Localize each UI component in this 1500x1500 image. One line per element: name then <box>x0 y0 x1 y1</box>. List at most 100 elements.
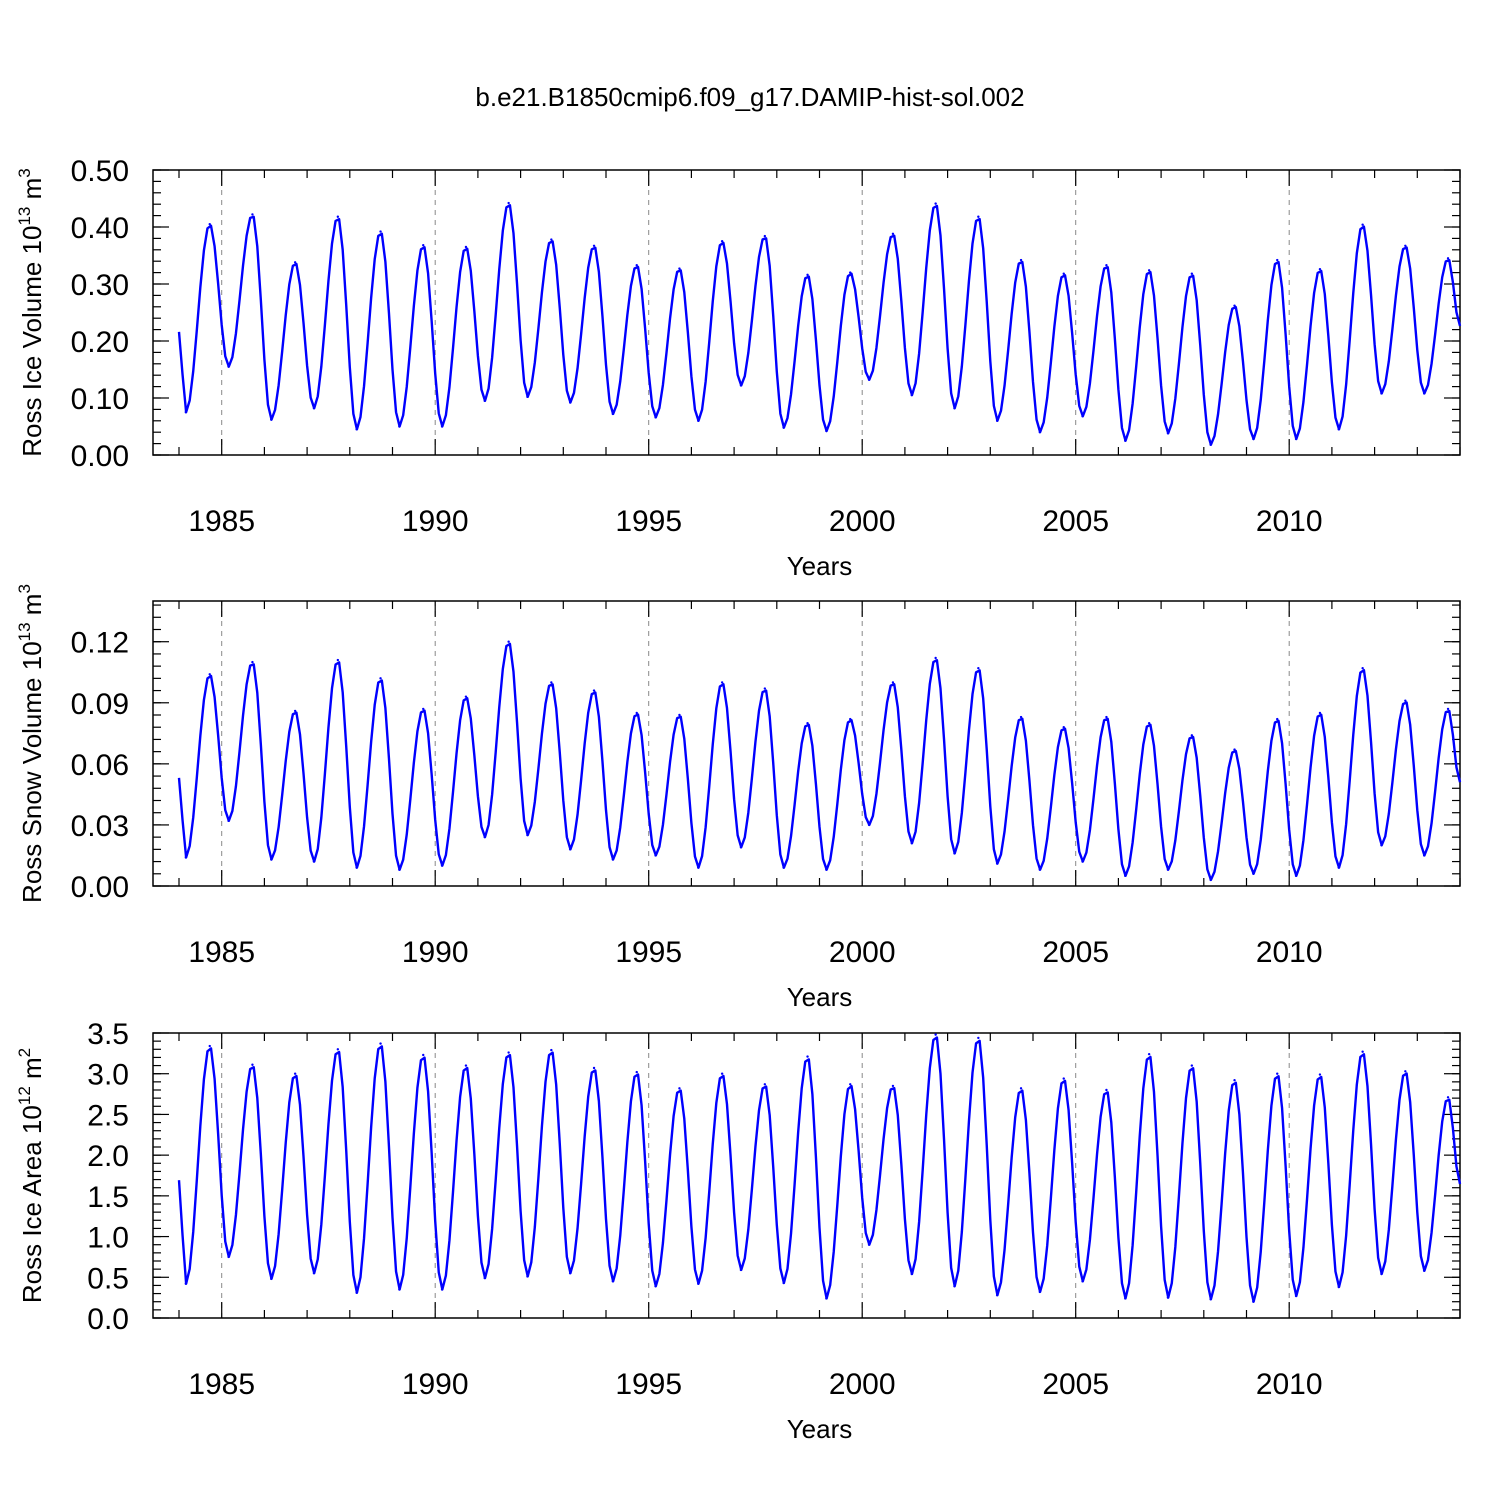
data-point <box>1380 1272 1383 1276</box>
data-point <box>184 411 188 414</box>
data-point <box>550 238 553 241</box>
data-point <box>1337 1285 1340 1289</box>
data-point <box>1124 439 1127 442</box>
y-tick-label: 0.12 <box>71 627 129 660</box>
data-point <box>251 213 254 216</box>
data-point <box>654 854 657 857</box>
y-tick-label: 0.03 <box>71 810 129 843</box>
data-point <box>336 215 340 218</box>
data-point <box>763 1083 767 1086</box>
data-point <box>312 1272 316 1275</box>
panels: 0.00 0.10 0.20 0.30 0.40 0.50 1985 1990 1995 2000… <box>15 155 1462 1444</box>
x-tick-label: 2000 <box>829 936 896 969</box>
data-point <box>208 1044 211 1048</box>
data-point <box>1422 392 1426 395</box>
data-point <box>1166 868 1170 871</box>
data-point <box>464 1064 468 1067</box>
data-point <box>507 201 510 205</box>
data-point <box>355 866 358 869</box>
data-point <box>1337 428 1340 431</box>
data-point <box>1361 223 1364 226</box>
data-point <box>977 215 980 218</box>
data-point <box>1081 1280 1084 1283</box>
data-point <box>1233 304 1236 307</box>
panel-ice-volume: 0.00 0.10 0.20 0.30 0.40 0.50 1985 1990 1995 2000… <box>15 155 1462 581</box>
x-tick-label: 1990 <box>402 505 469 538</box>
data-point <box>953 852 956 855</box>
data-point <box>440 1288 444 1291</box>
data-point <box>398 1288 401 1291</box>
y-tick-label: 2.0 <box>87 1140 129 1173</box>
data-point <box>825 429 828 433</box>
data-point <box>1190 734 1194 737</box>
data-point <box>825 1297 828 1300</box>
y-tick-label: 1.0 <box>87 1222 129 1255</box>
data-point <box>806 273 809 277</box>
data-point <box>379 1042 382 1045</box>
y-tick-label: 2.5 <box>87 1099 129 1132</box>
data-point <box>208 673 211 676</box>
data-point <box>1446 707 1450 711</box>
y-tick-label: 0.5 <box>87 1262 129 1295</box>
data-point <box>1276 1072 1279 1075</box>
data-point <box>739 384 743 387</box>
data-point <box>678 267 681 270</box>
data-point <box>507 1051 510 1054</box>
data-point <box>251 1063 254 1066</box>
y-tick-label: 3.5 <box>87 1018 129 1051</box>
data-point <box>1209 443 1212 446</box>
data-point <box>782 866 785 869</box>
data-point <box>251 660 254 664</box>
data-point <box>1446 257 1450 260</box>
series-line-ice-volume <box>177 204 1462 446</box>
x-axis-title: Years <box>787 982 853 1012</box>
y-tick-label: 0.06 <box>71 749 129 782</box>
data-point <box>1209 1298 1212 1301</box>
data-point <box>398 868 401 871</box>
data-point <box>1252 872 1255 875</box>
data-point <box>270 418 273 421</box>
data-point <box>720 240 724 243</box>
data-point <box>592 244 596 248</box>
data-point <box>654 1285 657 1288</box>
data-point <box>1318 711 1322 715</box>
y-tick-label: 0.0 <box>87 1303 129 1336</box>
panel-ice-area: 0.0 0.5 1.0 1.5 2.0 2.5 3.0 3.5 1985 1990 1995 2000… <box>15 1018 1462 1444</box>
data-point <box>483 399 486 403</box>
y-tick-label: 3.0 <box>87 1059 129 1092</box>
data-point <box>1038 1290 1042 1294</box>
data-point <box>697 866 700 869</box>
data-point <box>763 234 767 238</box>
data-point <box>1147 721 1151 725</box>
x-tick-label: 2010 <box>1256 505 1323 538</box>
data-point <box>1190 272 1194 275</box>
data-point <box>1294 1294 1298 1298</box>
data-point <box>208 222 211 226</box>
data-point <box>1124 874 1127 878</box>
data-point <box>806 721 809 725</box>
x-tick-label: 1985 <box>188 505 255 538</box>
data-point <box>440 864 444 867</box>
data-point <box>977 1036 980 1040</box>
data-point <box>398 425 401 428</box>
data-point <box>910 393 913 397</box>
y-tick-label: 0.50 <box>71 155 129 188</box>
data-point <box>1404 1070 1407 1073</box>
data-point <box>953 1285 956 1288</box>
data-point <box>934 1033 937 1036</box>
data-point <box>336 658 340 662</box>
y-tick-label: 0.00 <box>71 440 129 473</box>
x-axis-title: Years <box>787 551 853 581</box>
data-point <box>379 677 382 680</box>
y-axis-title: Ross Ice Volume 1013 m3 <box>15 168 47 457</box>
data-point <box>1147 269 1151 272</box>
data-point <box>1105 1088 1108 1092</box>
data-point <box>422 707 425 711</box>
x-tick-label: 1995 <box>615 505 682 538</box>
y-tick-label: 0.09 <box>71 688 129 721</box>
data-point <box>1081 415 1084 418</box>
data-point <box>849 717 852 721</box>
data-point <box>422 244 425 247</box>
data-point <box>336 1048 340 1051</box>
